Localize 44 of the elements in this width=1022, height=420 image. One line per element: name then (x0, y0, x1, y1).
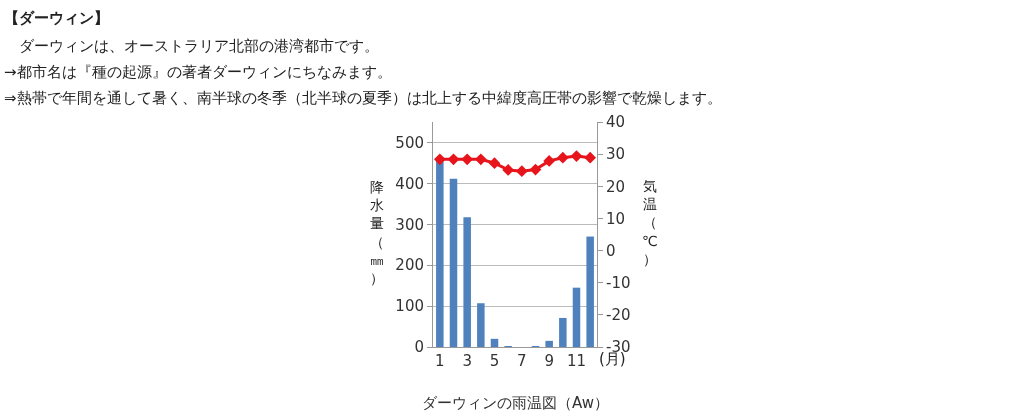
bar (559, 317, 567, 347)
y2-tick-label: 40 (606, 113, 626, 132)
text: ダーウィンの雨温図（Aw） (422, 394, 609, 412)
x-tick-label: 1 (435, 352, 445, 370)
x-tick-label: 11 (566, 352, 587, 370)
bar (490, 338, 499, 347)
point (433, 153, 446, 166)
y-tick-label: 400 (395, 174, 424, 193)
bar (436, 160, 444, 347)
x-tick-label: 9 (544, 352, 554, 370)
y2-tick-label: 30 (606, 145, 626, 164)
point (570, 150, 583, 162)
x-tick-label: 7 (517, 352, 527, 370)
y-tick-label: 0 (414, 338, 424, 357)
y-axis-title: 降水量（㎜） (370, 179, 384, 286)
point (447, 153, 460, 166)
y2-tick-label: -10 (606, 273, 631, 292)
y2-tick-label: 10 (606, 209, 626, 228)
bar (586, 236, 594, 347)
bar (449, 178, 458, 347)
y-tick-label: 200 (395, 256, 424, 275)
text: ダーウィンは、オーストラリア北部の港湾都市です。 (4, 37, 379, 55)
y-tick-label: 500 (395, 133, 424, 152)
bar (572, 287, 581, 347)
x-tick-label: 3 (462, 352, 472, 370)
y-tick-label: 100 (395, 297, 424, 316)
bar (545, 340, 553, 347)
text: ⇒熱帯で年間を通して暑く、南半球の冬季（北半球の夏季）は北上する中緯度高圧帯の影響で乾燥します。 (4, 89, 722, 107)
point (515, 165, 528, 178)
bar (463, 217, 471, 347)
bar (477, 303, 485, 347)
x-tick-label: 5 (489, 352, 500, 370)
point (543, 155, 556, 167)
y-tick-label: 300 (395, 215, 424, 234)
y2-tick-label: 20 (606, 177, 626, 196)
point (529, 163, 542, 176)
point (556, 151, 569, 164)
y2-axis-title: 気温（℃） (642, 178, 658, 267)
point (584, 151, 597, 164)
text: →都市名は『種の起源』の著者ダーウィンにちなみます。 (4, 63, 392, 81)
y2-tick-label: -20 (606, 306, 631, 325)
y2-tick-label: 0 (606, 241, 616, 260)
text: 【ダーウィン】 (4, 9, 110, 28)
point (488, 157, 501, 169)
